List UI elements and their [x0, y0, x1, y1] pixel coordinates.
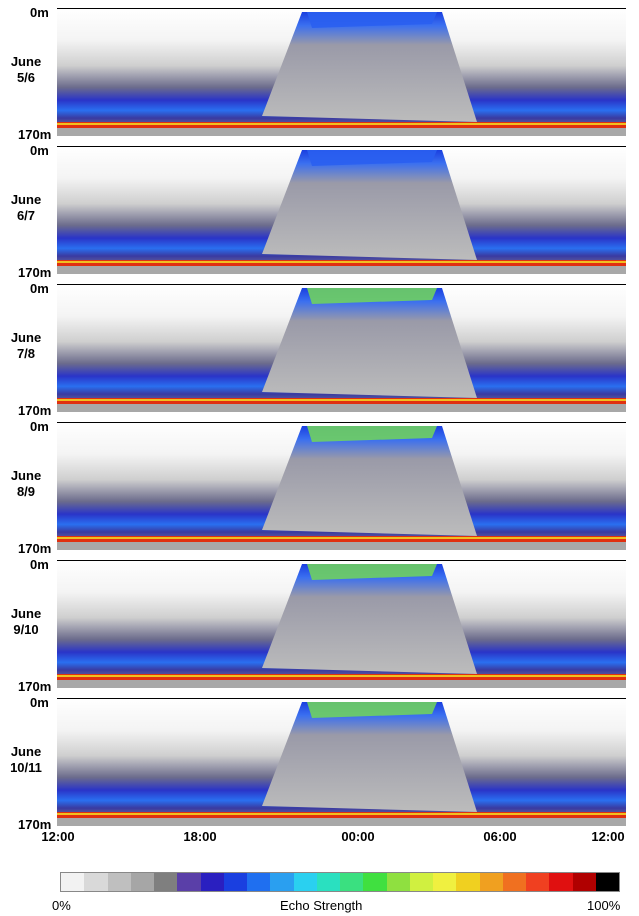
colorbar-max-label: 100%: [587, 898, 621, 913]
seabed-echo-core: [57, 675, 626, 677]
colorbar-segment: [502, 873, 526, 891]
sub-seabed: [57, 128, 626, 136]
night-scattering-layer: [262, 288, 477, 398]
panel-date-label: June 5/6: [10, 54, 42, 85]
depth-bottom-label: 170m: [18, 679, 52, 694]
colorbar-segment: [479, 873, 503, 891]
depth-top-label: 0m: [30, 419, 49, 434]
seabed-echo-core: [57, 123, 626, 125]
sub-seabed: [57, 680, 626, 688]
panel-date-label: June 6/7: [10, 192, 42, 223]
seabed-echo-core: [57, 261, 626, 263]
echogram-svg: [57, 422, 626, 550]
night-scattering-layer: [262, 426, 477, 536]
colorbar-segment: [61, 873, 85, 891]
colorbar-min-label: 0%: [52, 898, 71, 913]
depth-bottom-label: 170m: [18, 265, 52, 280]
panel-date-label: June 9/10: [10, 606, 42, 637]
colorbar-segment: [340, 873, 364, 891]
echogram-svg: [57, 8, 626, 136]
echogram-svg: [57, 560, 626, 688]
colorbar-segment: [316, 873, 340, 891]
depth-top-label: 0m: [30, 557, 49, 572]
colorbar-segment: [130, 873, 154, 891]
colorbar-segment: [247, 873, 271, 891]
night-scattering-layer: [262, 564, 477, 674]
sub-seabed: [57, 404, 626, 412]
colorbar-segment: [177, 873, 201, 891]
x-tick-label: 18:00: [183, 829, 217, 844]
echogram-svg: [57, 146, 626, 274]
colorbar-title: Echo Strength: [280, 898, 363, 913]
echogram-panel: [57, 8, 626, 136]
x-tick-label: 12:00: [591, 829, 625, 844]
depth-bottom-label: 170m: [18, 817, 52, 832]
seabed-echo-core: [57, 813, 626, 815]
depth-top-label: 0m: [30, 281, 49, 296]
colorbar-segment: [200, 873, 224, 891]
night-scattering-layer: [262, 12, 477, 122]
colorbar-segment: [293, 873, 317, 891]
surface-echo: [307, 288, 437, 304]
night-scattering-layer: [262, 150, 477, 260]
echogram-svg: [57, 698, 626, 826]
colorbar-segment: [433, 873, 457, 891]
panel-date-label: June 7/8: [10, 330, 42, 361]
sub-seabed: [57, 266, 626, 274]
sub-seabed: [57, 542, 626, 550]
colorbar-segment: [270, 873, 294, 891]
x-tick-label: 00:00: [341, 829, 375, 844]
seabed-echo-core: [57, 537, 626, 539]
depth-top-label: 0m: [30, 143, 49, 158]
x-tick-label: 12:00: [41, 829, 75, 844]
seabed-echo-core: [57, 399, 626, 401]
surface-echo: [307, 12, 437, 28]
panel-date-label: June 10/11: [10, 744, 42, 775]
colorbar-segment: [456, 873, 480, 891]
colorbar: [60, 872, 620, 892]
colorbar-segment: [386, 873, 410, 891]
colorbar-segment: [549, 873, 573, 891]
echogram-panel: [57, 698, 626, 826]
echogram-panel: [57, 146, 626, 274]
colorbar-segment: [409, 873, 433, 891]
colorbar-segment: [526, 873, 550, 891]
echogram-panel: [57, 422, 626, 550]
panel-date-label: June 8/9: [10, 468, 42, 499]
colorbar-segment: [154, 873, 178, 891]
x-tick-label: 06:00: [483, 829, 517, 844]
depth-top-label: 0m: [30, 5, 49, 20]
echogram-svg: [57, 284, 626, 412]
depth-bottom-label: 170m: [18, 541, 52, 556]
colorbar-segment: [572, 873, 596, 891]
surface-echo: [307, 150, 437, 166]
echogram-panel: [57, 560, 626, 688]
depth-bottom-label: 170m: [18, 127, 52, 142]
surface-echo: [307, 426, 437, 442]
colorbar-segment: [363, 873, 387, 891]
sub-seabed: [57, 818, 626, 826]
depth-top-label: 0m: [30, 695, 49, 710]
colorbar-segment: [595, 873, 619, 891]
colorbar-segment: [223, 873, 247, 891]
surface-echo: [307, 564, 437, 580]
colorbar-segment: [84, 873, 108, 891]
echogram-panel: [57, 284, 626, 412]
colorbar-segment: [107, 873, 131, 891]
surface-echo: [307, 702, 437, 718]
depth-bottom-label: 170m: [18, 403, 52, 418]
night-scattering-layer: [262, 702, 477, 812]
